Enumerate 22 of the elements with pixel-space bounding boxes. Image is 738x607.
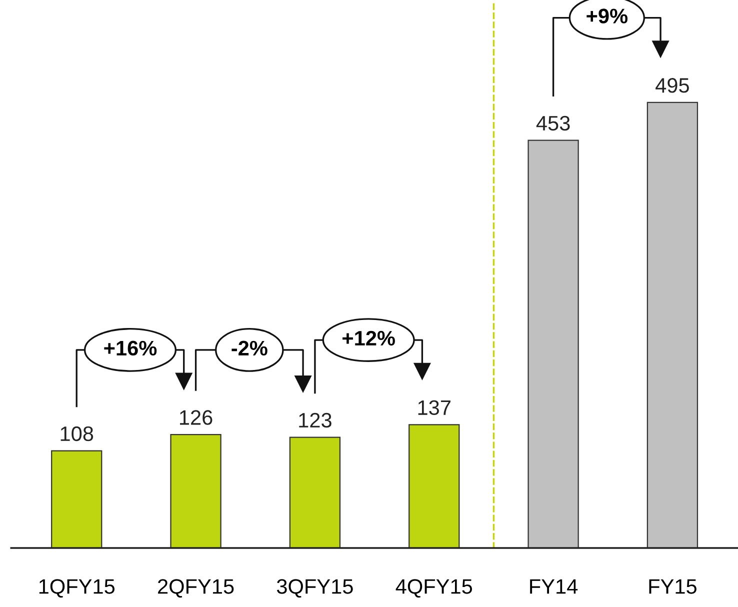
x-tick-label: FY15 [649, 579, 696, 594]
bar [408, 424, 460, 548]
annotation: -2% [232, 340, 268, 356]
text: +9% [586, 8, 628, 24]
bar [170, 434, 222, 548]
annotation: +12% [342, 330, 395, 346]
bar [51, 450, 102, 548]
data-label: 137 [418, 400, 450, 416]
x-tick-label: FY14 [530, 579, 578, 594]
x-tick-label: 1QFY15 [39, 579, 115, 598]
annotation: +16% [104, 340, 157, 356]
bar [528, 140, 579, 548]
x-tick-label: 3QFY15 [276, 579, 353, 598]
data-label: 453 [536, 116, 570, 131]
x-tick-label: 2QFY15 [158, 579, 234, 598]
data-label: 108 [60, 426, 94, 442]
data-label: 495 [656, 78, 689, 93]
bar [646, 102, 698, 548]
bar [289, 436, 341, 548]
data-label: 123 [299, 412, 332, 428]
data-label: 126 [180, 410, 212, 425]
x-tick-label: 4QFY15 [396, 579, 472, 598]
